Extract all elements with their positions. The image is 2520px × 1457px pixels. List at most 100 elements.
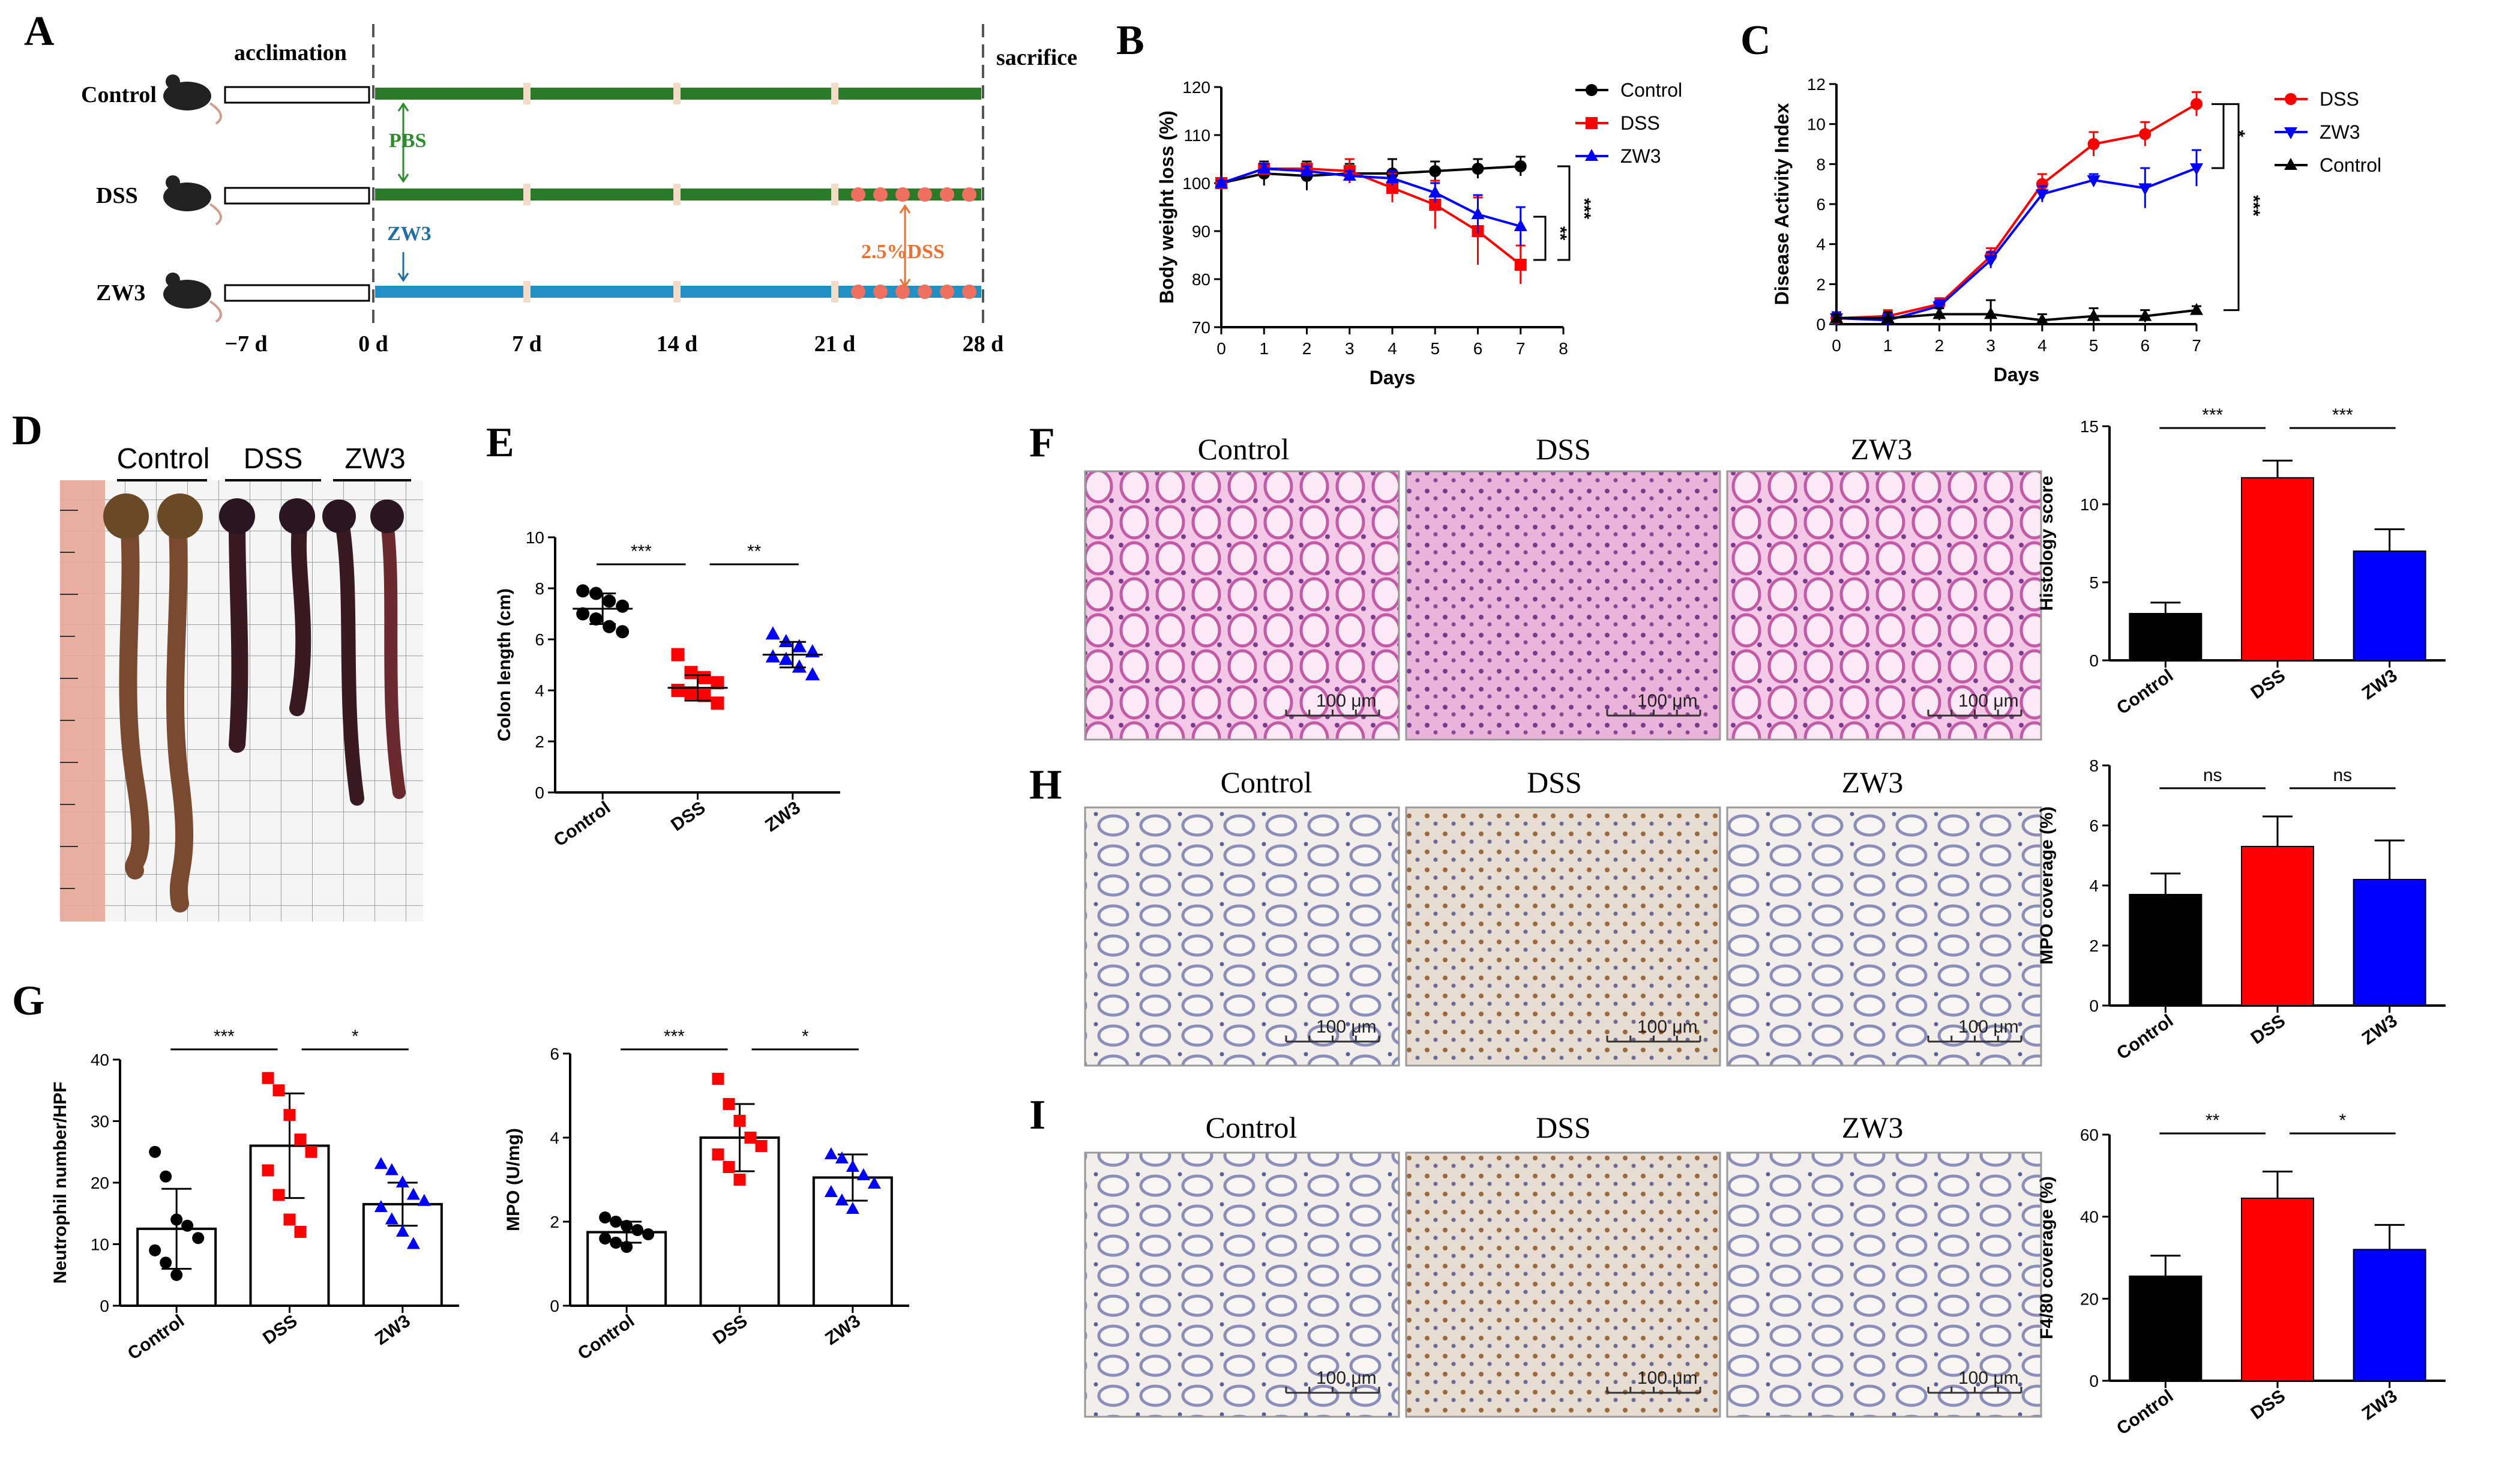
data-point [385,1212,398,1225]
micro-title-h-control: Control [1221,765,1313,799]
sig-label: ** [1550,226,1570,241]
y-tick-label: 4 [550,1129,559,1147]
bar [2129,1275,2203,1381]
data-point [1471,207,1485,219]
data-point [792,639,807,653]
y-tick-label: 8 [2089,756,2099,775]
data-point [1932,307,1946,319]
x-tick-label: 7 [2192,336,2201,355]
chart-g-neutrophil: 0 10 20 30 40 Control DSS ZW3 Neutrophil number/… [50,1027,459,1364]
y-tick-label: 40 [2080,1208,2099,1226]
data-point [2035,189,2049,202]
y-tick-label: 30 [91,1112,109,1131]
x-tick-label: ZW3 [371,1311,414,1349]
dss-dot-icon [918,187,932,202]
micro-title-i-control: Control [1206,1111,1298,1144]
data-point [2087,138,2100,150]
data-point [616,625,630,639]
data-point [1428,186,1442,198]
schematic-row-control: Control [81,74,981,125]
data-point [2087,309,2101,321]
panel-label-c: C [1740,17,1771,64]
micro-title-h-zw3: ZW3 [1842,765,1904,799]
data-point [697,671,711,684]
data-point [621,1220,633,1232]
data-point [778,651,793,665]
dss-dot-icon [895,187,910,202]
micrograph-i-zw3 [1726,1151,2042,1418]
data-point [723,1098,735,1110]
data-point [406,1187,420,1200]
micro-title-h-dss: DSS [1527,765,1582,799]
data-point [1514,160,1527,172]
y-tick-label: 10 [2080,495,2099,514]
y-tick-label: 2 [1816,275,1826,294]
data-point [417,1193,431,1206]
data-point [697,689,711,702]
y-tick-label: 120 [1182,78,1210,97]
data-point [1881,311,1895,323]
data-point [149,1145,161,1158]
scale-label: 100 μm [1316,691,1377,711]
x-tick-label: ZW3 [822,1311,864,1349]
data-point [1386,171,1399,183]
x-tick-label: 0 [1216,339,1226,358]
data-point [603,620,616,633]
dss-dot-icon [873,285,888,299]
y-tick-label: 110 [1183,126,1210,145]
data-point [642,1228,655,1240]
y-tick-label: 0 [2089,997,2099,1015]
data-point [711,676,724,690]
data-point [805,667,820,681]
micro-title-i-zw3: ZW3 [1842,1111,1904,1144]
data-point [395,1175,409,1187]
y-tick-label: 6 [2089,816,2099,835]
day-label: 21 d [814,331,856,357]
data-point [711,696,724,710]
data-point [1300,164,1314,176]
chart-h-mpo-coverage: 0 2 4 6 8 Control DSS ZW3 MPO coverage (%) ns ns [2037,756,2446,1064]
data-point [181,1219,194,1232]
data-point [294,1133,307,1146]
sig-label: *** [2202,405,2223,425]
dss-dot-icon [940,285,954,299]
legend-label: ZW3 [1620,145,1661,167]
acclimation-label: acclimation [234,40,347,65]
data-point [1386,182,1398,194]
data-point [744,1132,757,1144]
data-point [867,1177,881,1189]
series-line [1221,165,1521,184]
x-tick-label: DSS [2248,666,2289,703]
y-tick-label: 40 [91,1051,109,1069]
sig-label: ** [747,541,762,561]
x-tick-label: 2 [1302,339,1312,358]
data-point [835,1151,849,1163]
data-point [283,1109,296,1121]
x-tick-label: 2 [1935,336,1944,355]
micrographs: Control DSS ZW3 Control DSS ZW3 Control … [1084,432,2042,1418]
data-point [1514,259,1527,271]
data-point [576,584,590,598]
data-point [1429,199,1442,211]
y-tick-label: 2 [2089,937,2099,955]
panel-label-g: G [12,978,44,1024]
y-tick-label: 10 [1807,115,1826,134]
sig-bracket [1533,216,1547,261]
y-tick-label: 20 [91,1174,109,1192]
sig-label: *** [1574,198,1594,219]
data-point [272,1084,285,1097]
data-point [610,1216,622,1228]
data-point [170,1213,183,1226]
panel-label-b: B [1116,17,1144,64]
y-tick-label: 6 [550,1045,559,1063]
x-axis-title: Days [1994,364,2040,385]
chart-b-body-weight: 0 1 2 3 4 5 6 7 8 70 80 90 100 110 120 Days Body weight … [1156,78,1682,388]
data-point [406,1237,420,1249]
data-point [824,1147,838,1159]
mouse-icon [163,175,222,226]
data-point [671,684,685,697]
y-tick-label: 80 [1192,270,1210,289]
